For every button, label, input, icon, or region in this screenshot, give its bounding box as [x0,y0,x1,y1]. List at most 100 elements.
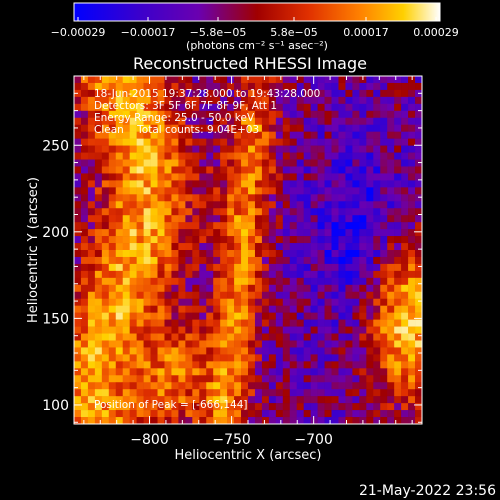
heatmap-cell [373,340,381,348]
heatmap-cell [101,145,110,153]
heatmap-cell [136,250,144,258]
heatmap-cell [206,201,214,209]
y-axis-label: Heliocentric Y (arcsec) [26,177,41,323]
heatmap-cell [317,396,325,404]
heatmap-cell [359,201,367,209]
heatmap-cell [157,180,165,188]
heatmap-cell [345,291,353,300]
heatmap-cell [80,180,89,188]
heatmap-cell [150,166,158,174]
heatmap-cell [87,333,96,341]
heatmap-cell [248,403,256,411]
heatmap-cell [366,368,374,376]
heatmap-cell [345,131,353,139]
heatmap-cell [408,284,416,293]
peak-position-label: Position of Peak = [-666,144] [94,399,248,411]
heatmap-cell [401,243,409,251]
heatmap-cell [108,103,117,112]
heatmap-cell [387,277,395,286]
heatmap-cell [171,124,179,132]
heatmap-cell [261,194,270,202]
heatmap-cell [373,410,381,418]
heatmap-cell [366,340,374,348]
heatmap-cell [234,89,242,98]
heatmap-cell [185,208,193,216]
x-tick-label: −750 [212,432,250,448]
heatmap-cell [80,354,89,362]
heatmap-cell [171,417,179,424]
heatmap-cell [359,159,367,167]
heatmap-cell [275,298,284,306]
heatmap-cell [164,159,172,167]
colorbar-ticks: −0.00029 −0.00017 −5.8e−05 5.8e−05 0.00017 0.… [51,17,459,39]
heatmap-cell [282,326,291,334]
heatmap-cell [415,263,422,272]
heatmap-cell [338,110,346,119]
heatmap-cell [80,340,89,348]
heatmap-cell [394,76,402,84]
heatmap-cell [282,201,291,209]
heatmap-cell [143,382,151,390]
heatmap-cell [296,215,304,223]
heatmap-cell [282,354,291,362]
heatmap-cell [220,403,228,411]
heatmap-cell [206,166,214,174]
heatmap-cell [345,103,353,112]
heatmap-cell [185,103,193,112]
heatmap-cell [74,243,82,251]
heatmap-cell [108,396,117,404]
heatmap-cell [234,382,242,390]
heatmap-cell [408,222,416,230]
heatmap-cell [352,159,360,167]
heatmap-cell [199,382,207,390]
heatmap-cell [303,236,311,244]
heatmap-cell [185,215,193,223]
heatmap-cell [254,110,263,119]
heatmap-cell [248,96,256,105]
heatmap-cell [352,236,360,244]
annotation-time-range: 18-Jun-2015 19:37:28.000 to 19:43:28.000 [94,88,320,100]
heatmap-cell [87,201,96,209]
heatmap-cell [101,76,110,84]
heatmap-cell [87,417,96,424]
heatmap-cell [310,229,318,237]
heatmap-cell [289,159,298,167]
heatmap-cell [415,396,422,404]
heatmap-cell [234,243,242,251]
heatmap-cell [220,305,228,313]
heatmap-cell [387,243,395,251]
heatmap-cell [74,166,82,174]
heatmap-cell [310,82,318,91]
heatmap-cell [254,103,263,112]
heatmap-cell [303,194,311,202]
heatmap-cell [74,138,82,146]
heatmap-cell [359,340,367,348]
heatmap-cell [101,354,110,362]
heatmap-cell [415,131,422,139]
heatmap-cell [178,410,186,418]
heatmap-cell [359,152,367,160]
heatmap-cell [136,236,144,244]
heatmap-cell [178,82,186,91]
heatmap-cell [394,159,402,167]
heatmap-cell [164,354,172,362]
heatmap-cell [373,270,381,279]
heatmap-cell [80,312,89,320]
heatmap-cell [101,89,110,98]
heatmap-cell [157,208,165,216]
heatmap-cell [296,312,304,320]
heatmap-cell [352,103,360,112]
heatmap-cell [317,138,325,146]
heatmap-cell [248,222,256,230]
heatmap-cell [359,277,367,286]
heatmap-cell [296,222,304,230]
heatmap-cell [192,270,200,279]
heatmap-cell [108,256,117,265]
heatmap-cell [115,298,124,306]
heatmap-cell [248,417,256,424]
heatmap-cell [359,138,367,146]
heatmap-cell [241,173,249,181]
heatmap-cell [241,201,249,209]
heatmap-cell [373,305,381,313]
